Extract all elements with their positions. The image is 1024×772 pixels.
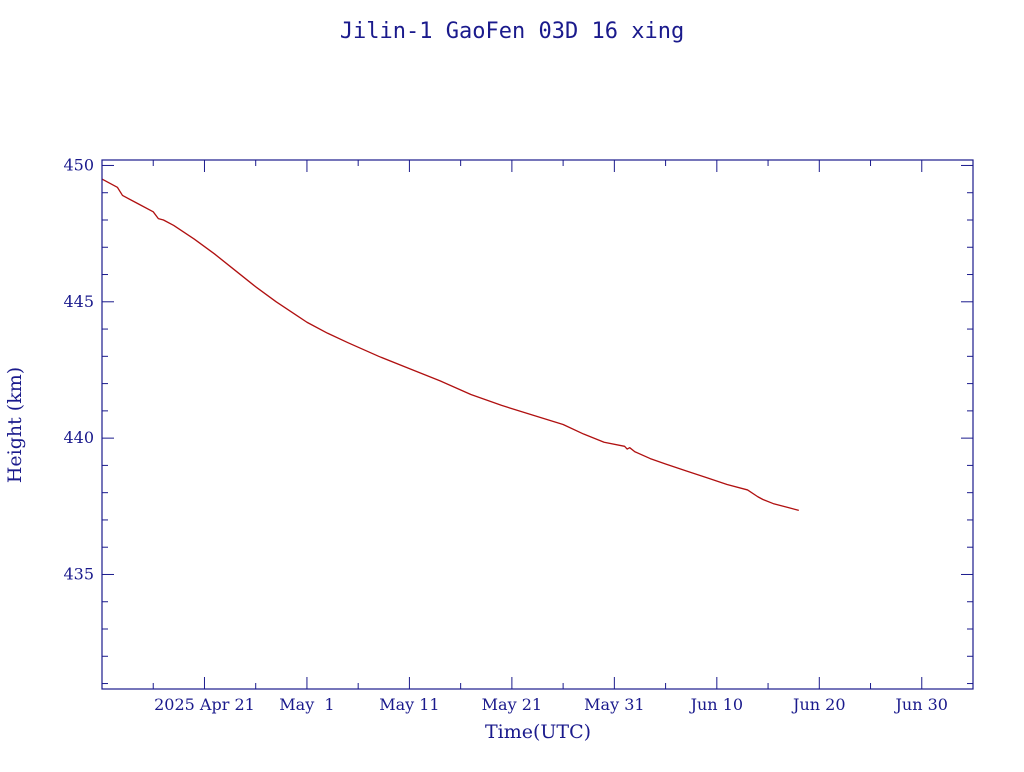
y-tick-label: 435 bbox=[63, 564, 94, 583]
y-tick-label: 445 bbox=[63, 292, 94, 311]
x-tick-label: May 1 bbox=[279, 695, 334, 714]
tick-labels: 435 440 445 450 2025 Apr 21 May 1 May 11 May 21… bbox=[63, 155, 948, 714]
x-tick-label: Jun 30 bbox=[894, 695, 948, 714]
series-line bbox=[101, 178, 799, 512]
x-tick-label: May 11 bbox=[379, 695, 439, 714]
x-tick-label: May 31 bbox=[584, 695, 644, 714]
chart-title: Jilin-1 GaoFen 03D 16 xing bbox=[340, 19, 684, 44]
y-tick-label: 450 bbox=[63, 155, 94, 174]
x-tick-label: 2025 Apr 21 bbox=[154, 695, 255, 714]
series-layer bbox=[101, 178, 799, 512]
x-axis-label: Time(UTC) bbox=[485, 721, 591, 743]
x-tick-label: Jun 20 bbox=[791, 695, 845, 714]
y-tick-label: 440 bbox=[63, 428, 94, 447]
plot-frame bbox=[101, 159, 974, 690]
x-tick-label: Jun 10 bbox=[689, 695, 743, 714]
y-axis-label: Height (km) bbox=[4, 367, 26, 483]
axis-ticks bbox=[102, 160, 974, 689]
x-tick-label: May 21 bbox=[482, 695, 542, 714]
